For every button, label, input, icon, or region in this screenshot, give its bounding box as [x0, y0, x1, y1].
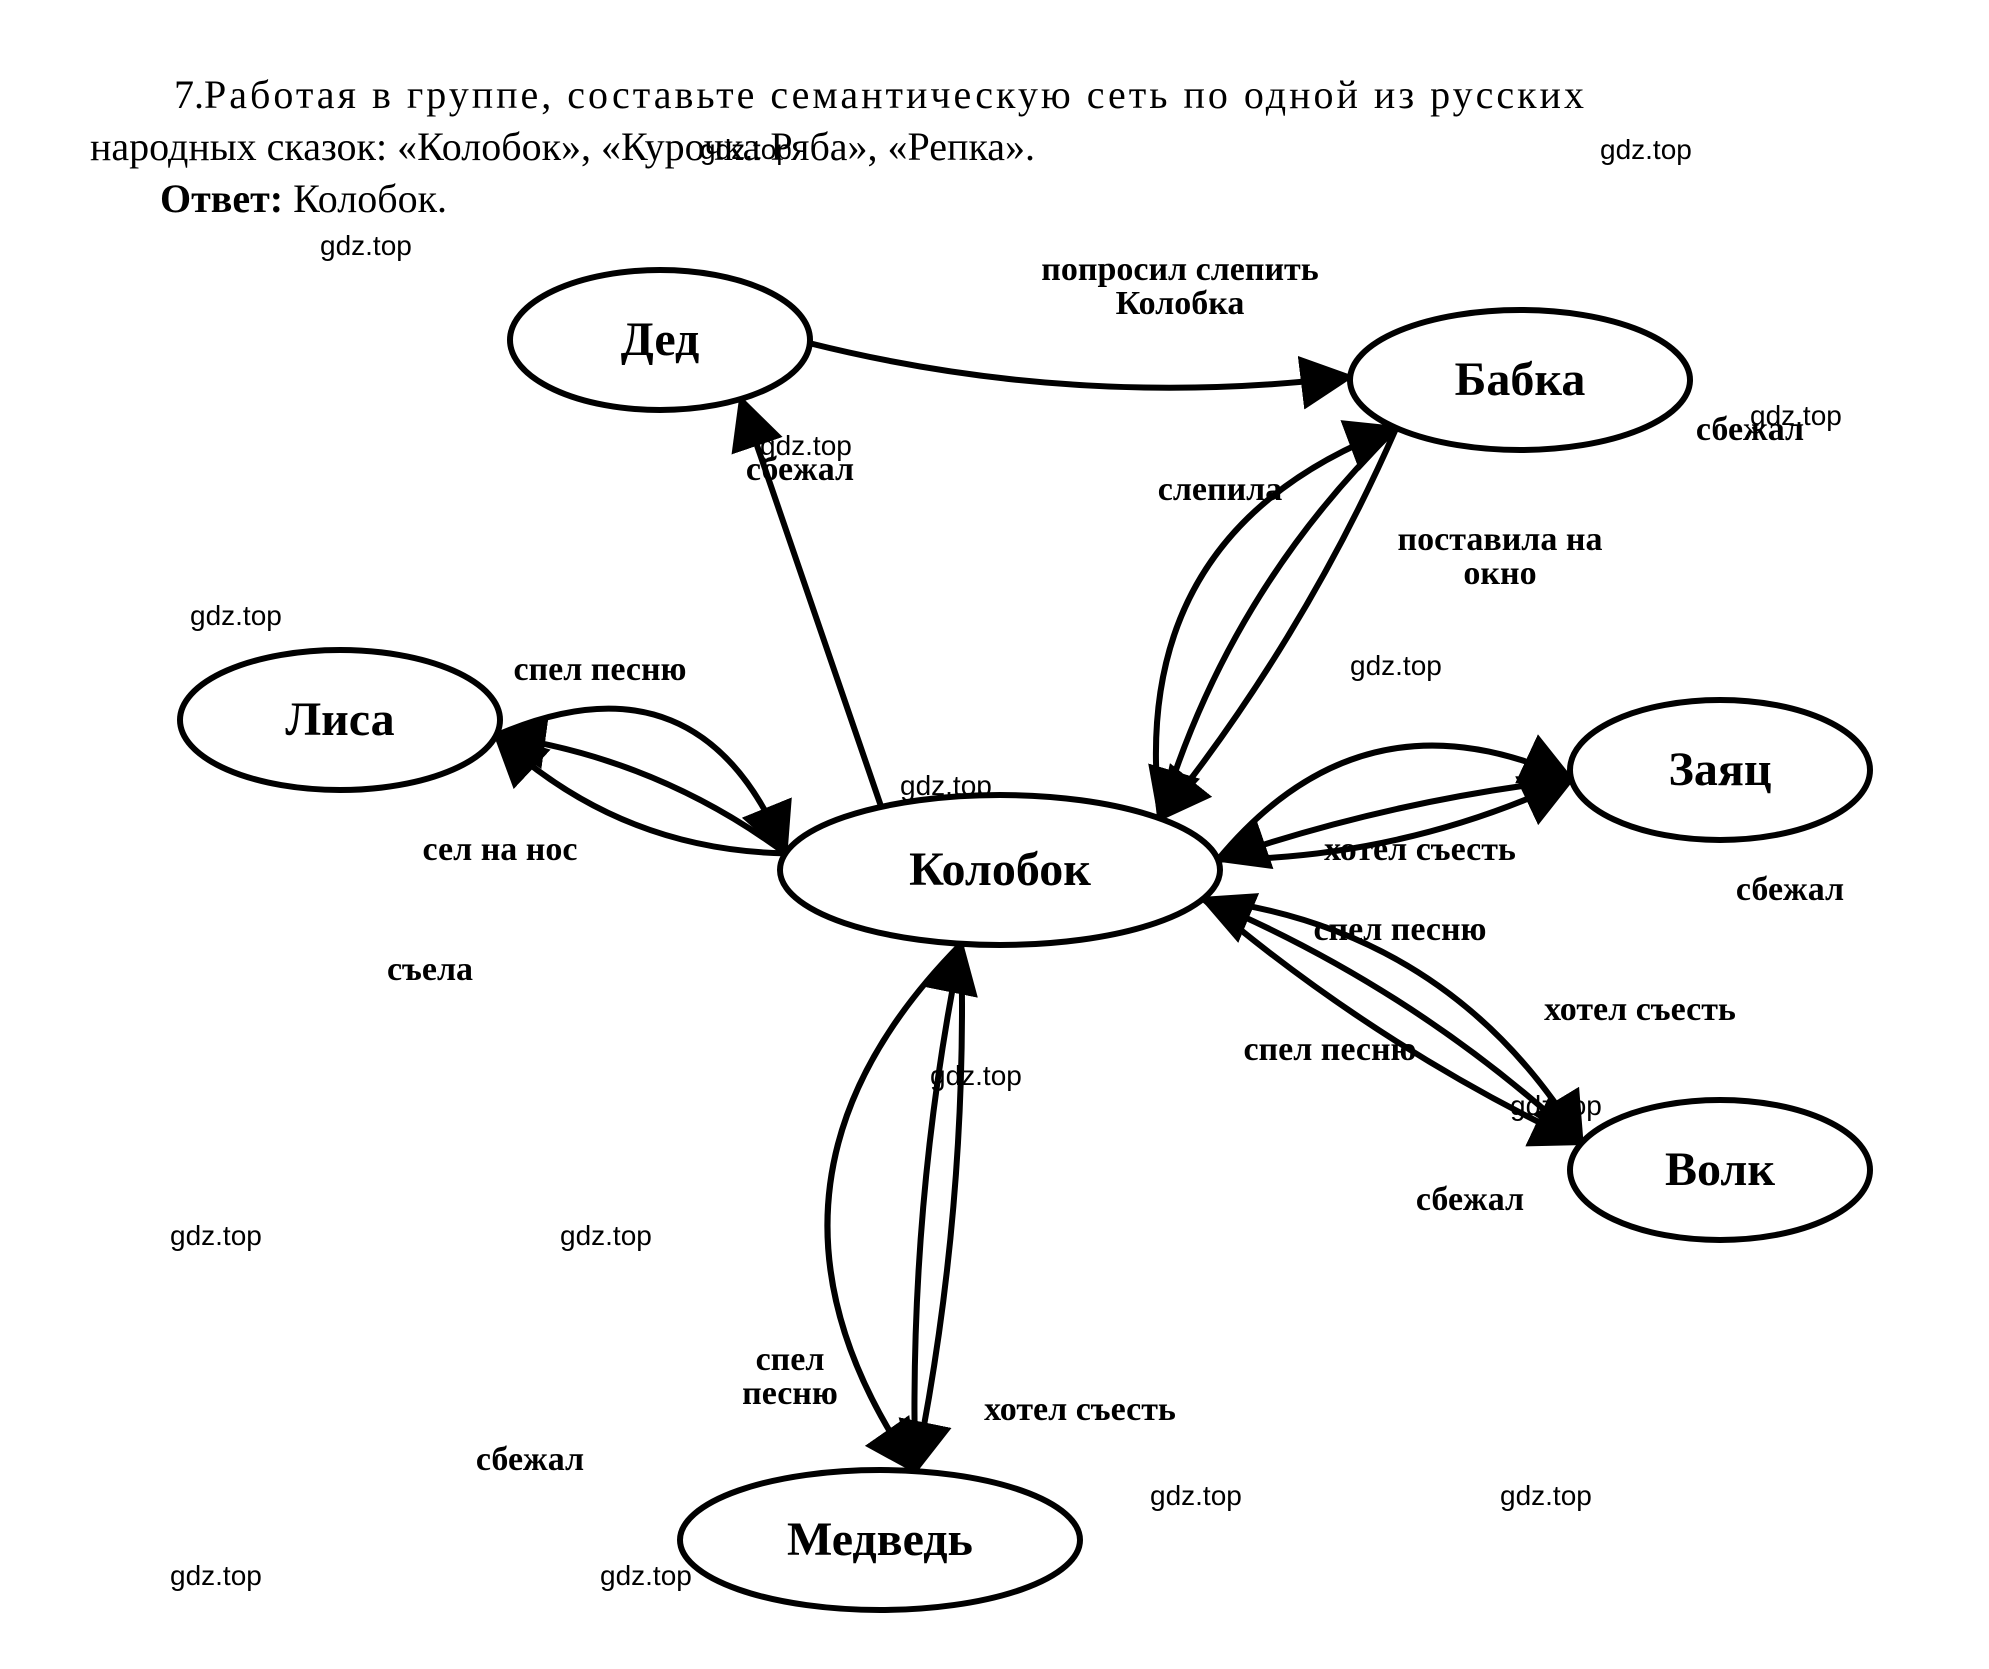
- page-root: 7.Работая в группе, составьте семантичес…: [0, 0, 1989, 1669]
- edge-kolobok-medved-spel-label: спелпесню: [742, 1341, 838, 1412]
- edge-ded-babka-label: попросил слепитьКолобка: [1041, 251, 1318, 322]
- edge-zayats-kolobok-hotel-label: хотел съесть: [1324, 831, 1516, 868]
- edge-babka-okno-label: поставила наокно: [1398, 521, 1603, 592]
- node-label-kolobok: Колобок: [909, 843, 1091, 896]
- edge-kolobok-babka-sbezhal-label: сбежал: [1696, 411, 1804, 448]
- node-label-volk: Волк: [1665, 1143, 1775, 1196]
- semantic-network-diagram: Дед Бабка Лиса Колобок Заяц Волк Медведь попро…: [0, 0, 1989, 1669]
- edge-volk-kolobok-hotel-label: хотел съесть: [1544, 991, 1736, 1028]
- node-label-babka: Бабка: [1455, 353, 1586, 406]
- node-label-ded: Дед: [621, 313, 700, 366]
- edge-kolobok-ded-sbezhal-label: сбежал: [746, 451, 854, 488]
- edge-kolobok-lisa-spel-label: спел песню: [513, 651, 686, 688]
- edge-kolobok-lisa-selnos-label: сел на нос: [423, 831, 578, 868]
- edge-kolobok-medved-sbezhal-label: сбежал: [476, 1441, 584, 1478]
- node-label-medved: Медведь: [787, 1513, 973, 1566]
- node-label-zayats: Заяц: [1669, 743, 1772, 796]
- node-label-lisa: Лиса: [285, 693, 394, 746]
- edge-kolobok-zayats-sbezhal-label: сбежал: [1736, 871, 1844, 908]
- edge-ded-babka: [810, 343, 1350, 388]
- edge-kolobok-medved-sbezhal: [827, 944, 961, 1471]
- edge-babka-slepila-label: слепила: [1158, 471, 1283, 508]
- edge-medved-kolobok-hotel-label: хотел съесть: [984, 1391, 1176, 1428]
- edge-kolobok-zayats-spel-label: спел песню: [1313, 911, 1486, 948]
- edge-kolobok-volk-sbezhal-label: сбежал: [1416, 1181, 1524, 1218]
- edge-lisa-kolobok-sela-label: съела: [387, 951, 473, 988]
- edge-kolobok-volk-spel-label: спел песню: [1243, 1031, 1416, 1068]
